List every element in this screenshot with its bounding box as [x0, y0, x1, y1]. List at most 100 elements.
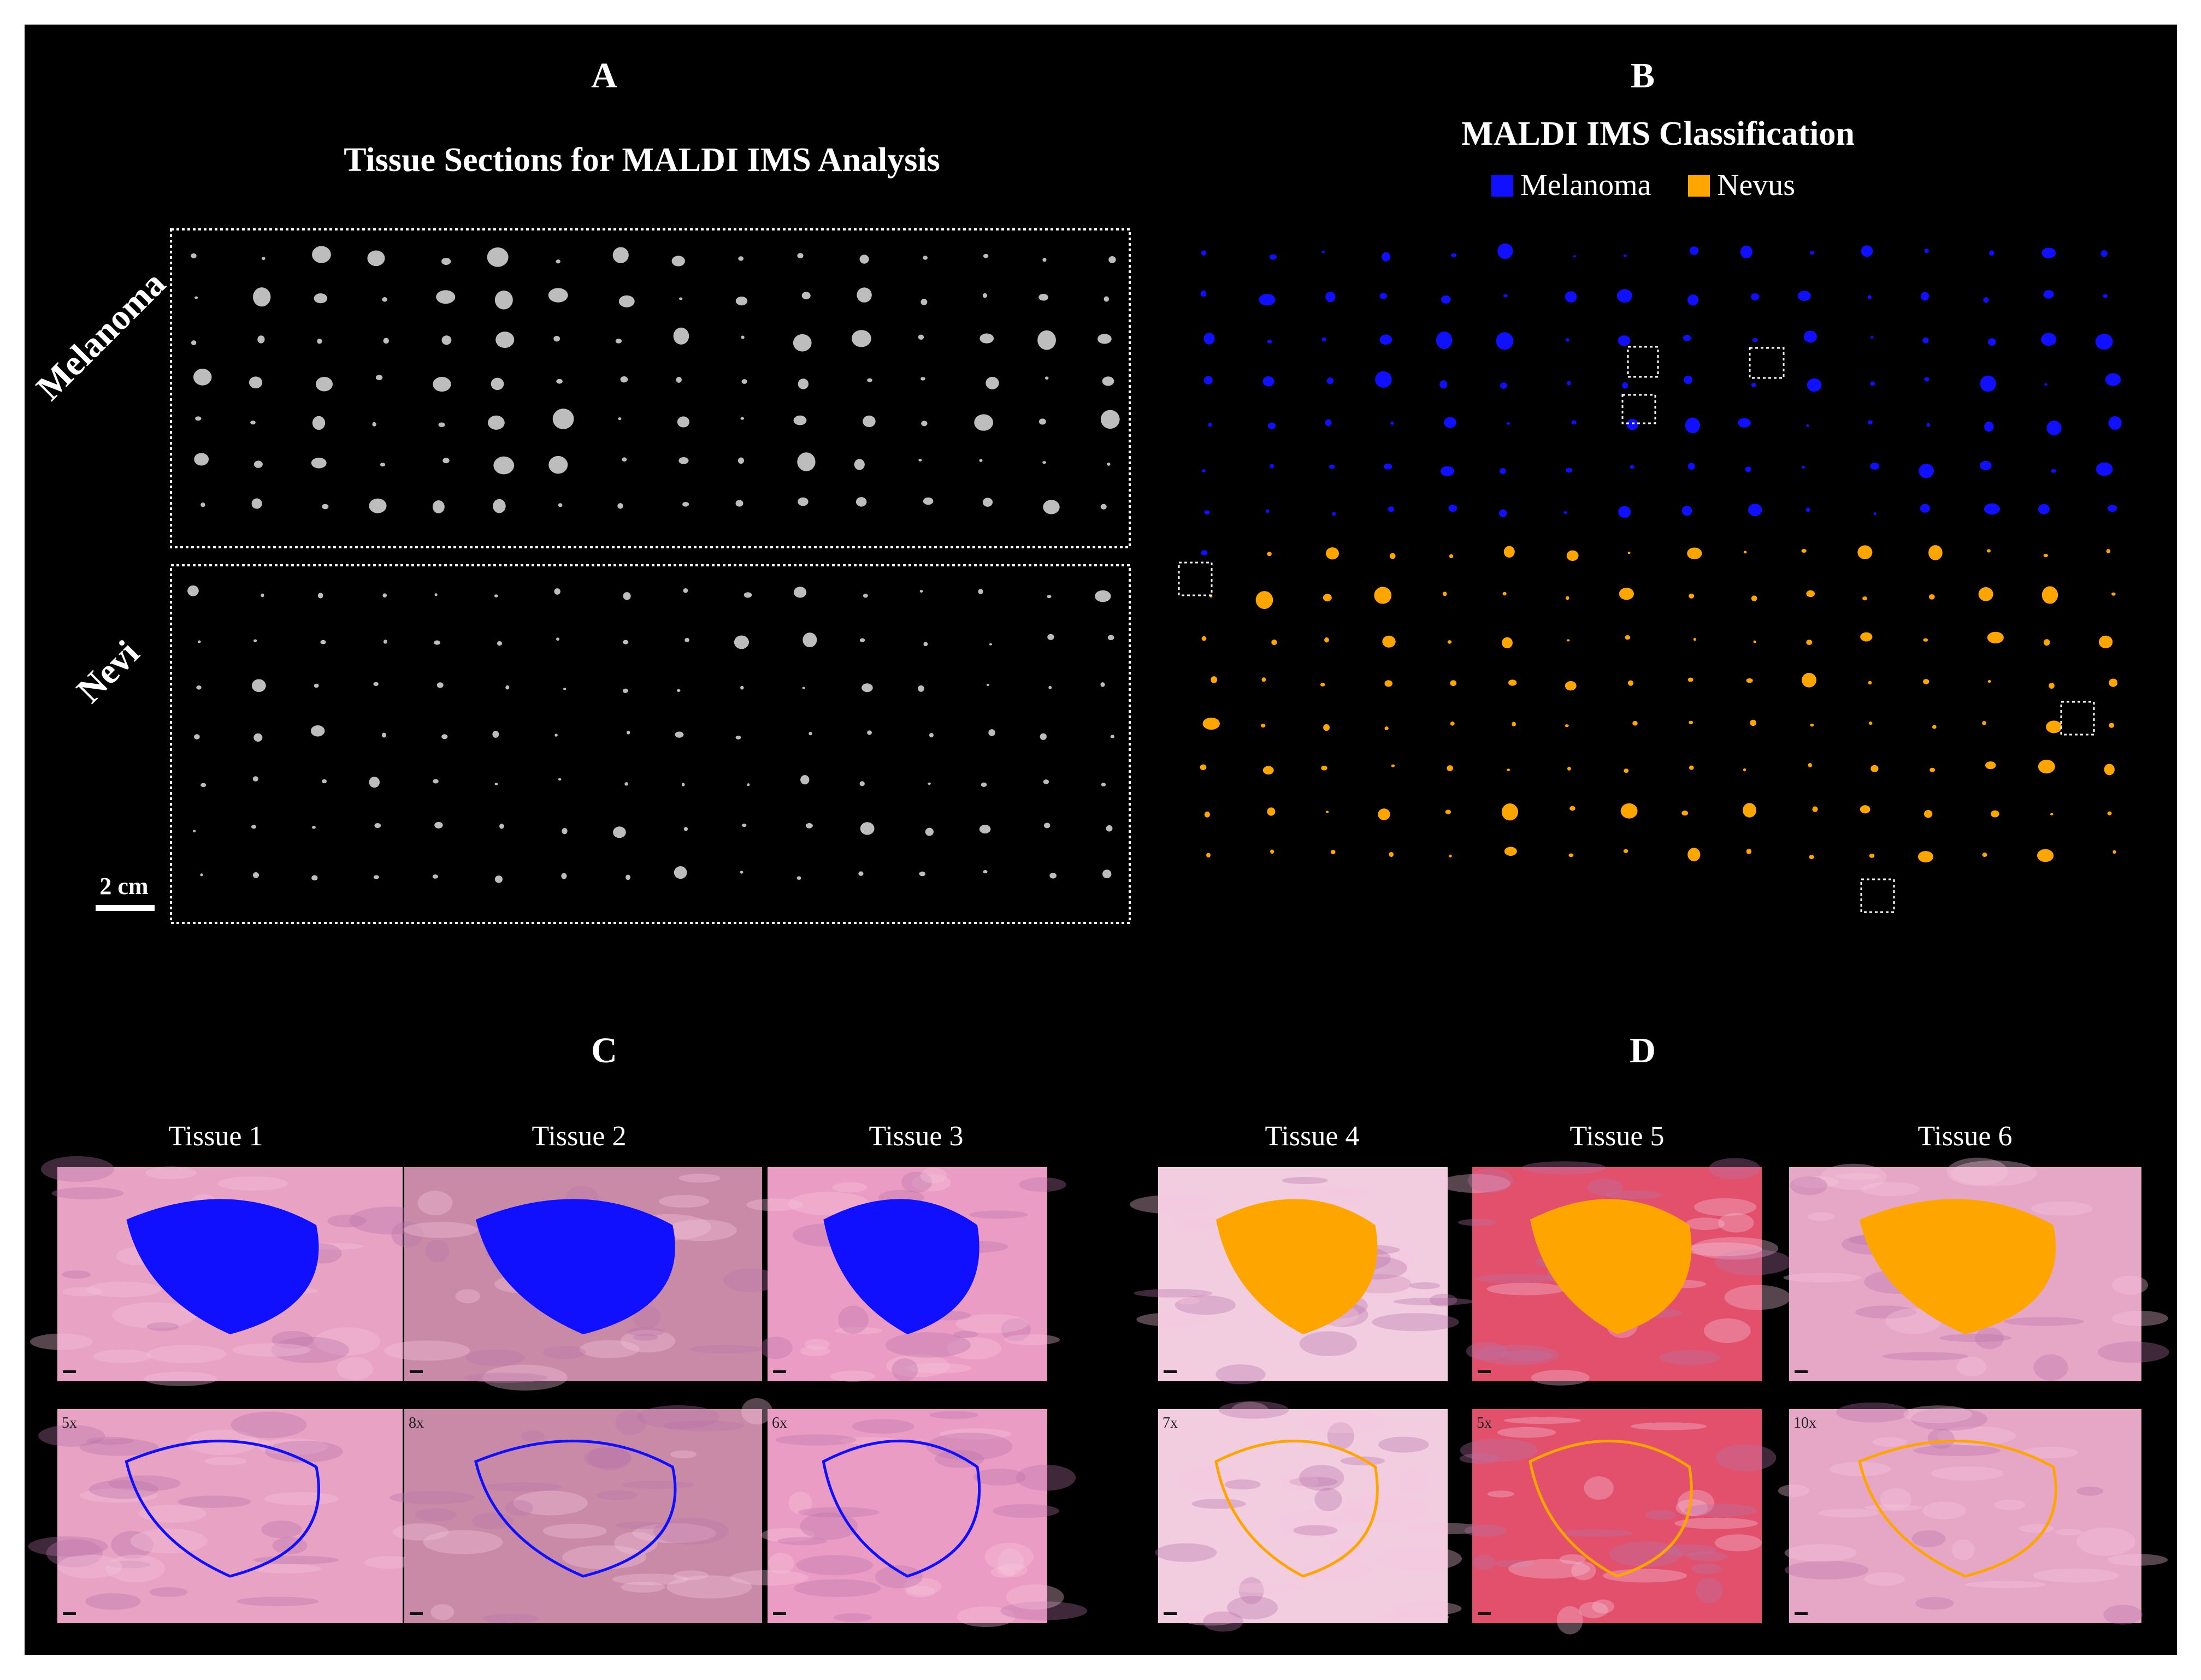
melanoma-tissue-section — [487, 415, 505, 430]
nevus-tissue-section — [1047, 595, 1052, 599]
melanoma-group-box — [170, 228, 1131, 548]
tissue-4-annotated-image: 7x — [1155, 1401, 1489, 1632]
micro-scale-bar — [1478, 1370, 1491, 1373]
nevus-classified-spot — [1743, 803, 1756, 818]
nevus-overlay-region — [1860, 1199, 2056, 1334]
nevus-tissue-section — [187, 585, 199, 596]
melanoma-classified-spot — [1922, 337, 1929, 344]
nevus-classified-spot — [1447, 640, 1452, 644]
nevus-tissue-section — [613, 826, 626, 838]
melanoma-tissue-section — [553, 335, 560, 342]
nevus-classified-spot — [1512, 721, 1516, 726]
melanoma-tissue-section — [793, 415, 807, 425]
melanoma-tissue-section — [859, 255, 869, 264]
nevus-classified-spot — [1750, 719, 1756, 726]
nevus-tissue-section — [252, 776, 258, 782]
nevus-classified-spot — [1868, 721, 1873, 725]
nevus-classified-spot — [1746, 678, 1753, 683]
nevus-tissue-section — [381, 732, 387, 738]
tissue-6-label: Tissue 6 — [1918, 1121, 2013, 1152]
legend: Melanoma Nevus — [1491, 168, 1795, 202]
melanoma-tissue-section — [250, 421, 256, 425]
nevus-classified-spot — [1808, 763, 1813, 768]
nevus-classified-spot — [1389, 851, 1394, 857]
scale-bar — [96, 905, 155, 911]
nevus-classified-spot — [1987, 679, 1991, 683]
nevus-tissue-section — [196, 685, 202, 690]
nevus-classified-spot — [1262, 766, 1274, 775]
melanoma-tissue-section — [855, 497, 867, 507]
melanoma-tissue-section — [793, 334, 812, 352]
nevus-classified-spot — [1860, 632, 1873, 642]
nevus-tissue-section — [492, 731, 499, 738]
melanoma-tissue-section — [798, 378, 809, 389]
legend-melanoma-swatch — [1491, 175, 1513, 197]
melanoma-classified-spot — [1571, 420, 1577, 425]
melanoma-classified-spot — [1496, 332, 1514, 350]
panel-b-letter: B — [1631, 56, 1655, 96]
nevus-classified-spot — [1255, 591, 1273, 609]
nevus-classified-spot — [1206, 853, 1211, 858]
melanoma-tissue-section — [1042, 258, 1047, 262]
melanoma-tissue-section — [552, 409, 574, 429]
nevus-classified-spot — [1442, 591, 1447, 596]
nevus-tissue-section — [981, 782, 987, 787]
melanoma-tissue-section — [442, 458, 450, 464]
tissue-4-label: Tissue 4 — [1265, 1121, 1360, 1152]
nevus-classified-spot — [1568, 853, 1574, 857]
melanoma-classified-spot — [1565, 291, 1577, 303]
nevus-classified-spot — [1204, 811, 1210, 818]
nevus-classified-spot — [1271, 639, 1277, 646]
figure-background — [25, 25, 2177, 1655]
melanoma-classified-spot — [1687, 463, 1695, 470]
nevus-tissue-section — [251, 825, 257, 829]
nevus-tissue-section — [979, 825, 991, 834]
highlighted-tissue-box — [2060, 701, 2095, 736]
melanoma-classified-spot — [1920, 504, 1930, 513]
nevus-tissue-section — [1048, 685, 1052, 690]
melanoma-overlay-region — [476, 1199, 675, 1334]
melanoma-tissue-section — [194, 453, 209, 466]
melanoma-tissue-section — [671, 256, 685, 267]
melanoma-classified-spot — [2043, 290, 2054, 299]
melanoma-tissue-section — [433, 376, 451, 392]
melanoma-classified-spot — [2041, 333, 2057, 346]
histology-panels: 5x 8x 6x 7x 5x 10x — [28, 1156, 2169, 1635]
melanoma-tissue-section — [441, 335, 452, 345]
melanoma-classified-spot — [1684, 375, 1693, 384]
scale-bar-label: 2 cm — [99, 873, 148, 900]
nevus-tissue-section — [494, 783, 498, 785]
tissue-4-overlay-image — [1130, 1167, 1474, 1385]
nevus-classified-spot — [1806, 640, 1813, 646]
melanoma-tissue-section — [558, 503, 563, 507]
nevus-tissue-section — [929, 732, 934, 738]
melanoma-tissue-section — [257, 335, 265, 344]
melanoma-classified-spot — [1440, 466, 1454, 477]
melanoma-classified-spot — [1325, 292, 1336, 303]
nevus-tissue-section — [310, 725, 325, 737]
pathologist-annotation-outline — [474, 1439, 677, 1578]
melanoma-classified-spot — [1566, 468, 1573, 473]
figure-canvas: A B C D Tissue Sections for MALDI IMS An… — [25, 25, 2177, 1655]
nevus-tissue-section — [554, 588, 560, 595]
nevus-classified-spot — [1384, 726, 1389, 730]
nevus-tissue-section — [1043, 779, 1049, 784]
melanoma-classified-spot — [1563, 511, 1567, 514]
melanoma-classified-spot — [1436, 331, 1453, 350]
melanoma-tissue-section — [737, 457, 744, 464]
nevus-classified-spot — [1693, 638, 1696, 641]
nevus-classified-spot — [1502, 637, 1513, 648]
melanoma-classified-spot — [1375, 371, 1392, 388]
nevus-classified-spot — [1868, 681, 1872, 685]
melanoma-tissue-section — [191, 253, 197, 259]
nevus-tissue-section — [252, 872, 259, 878]
melanoma-tissue-section — [262, 257, 265, 261]
melanoma-classified-spot — [1441, 295, 1451, 304]
melanoma-tissue-section — [252, 287, 271, 307]
melanoma-classified-spot — [1201, 469, 1206, 473]
nevus-tissue-section — [441, 734, 448, 740]
nevus-classified-spot — [1687, 547, 1702, 560]
melanoma-tissue-section — [253, 460, 263, 468]
nevus-tissue-section — [497, 641, 503, 646]
melanoma-tissue-section — [383, 338, 389, 344]
